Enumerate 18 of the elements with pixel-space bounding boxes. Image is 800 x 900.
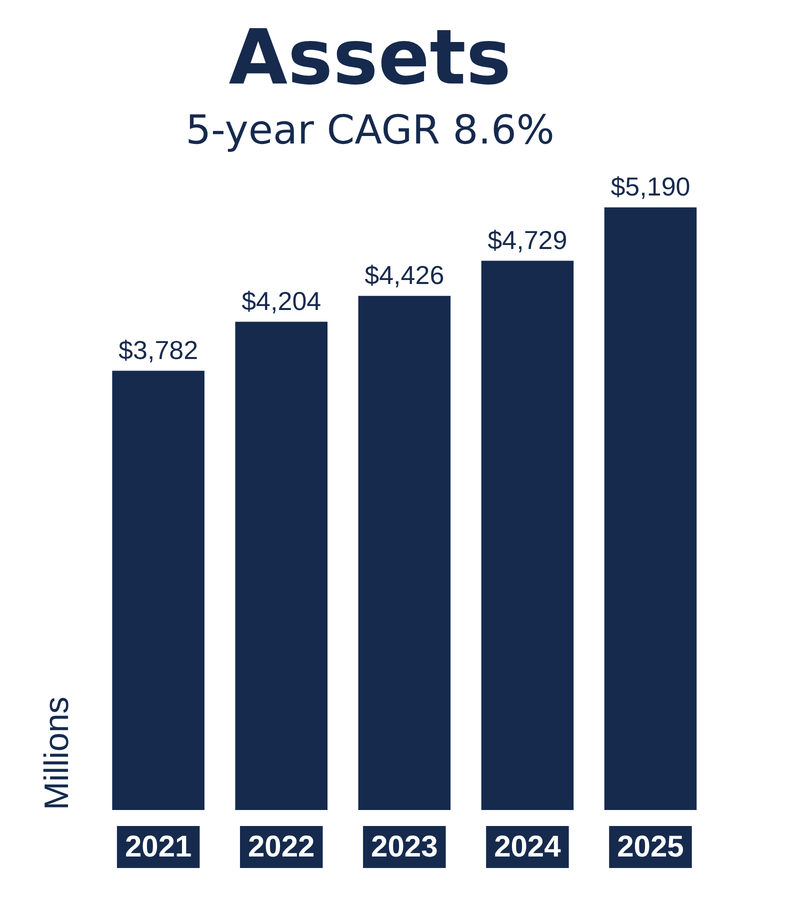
x-tick-label: 2024 bbox=[494, 830, 562, 864]
x-tick-label: 2025 bbox=[617, 830, 684, 864]
data-label: $4,204 bbox=[242, 286, 322, 316]
bar bbox=[481, 260, 574, 810]
chart-title: Assets bbox=[228, 12, 512, 102]
data-label: $4,729 bbox=[488, 224, 568, 255]
bar bbox=[358, 296, 451, 810]
data-label: $5,190 bbox=[610, 171, 690, 202]
x-tick-label: 2023 bbox=[371, 830, 438, 864]
bar bbox=[604, 207, 697, 810]
data-label: $3,782 bbox=[118, 334, 198, 365]
y-axis-title: Millions bbox=[38, 696, 76, 810]
x-tick-label: 2022 bbox=[248, 830, 315, 864]
data-label: $4,426 bbox=[364, 260, 444, 290]
bar bbox=[112, 370, 204, 810]
chart-subtitle: 5-year CAGR 8.6% bbox=[186, 108, 554, 154]
x-tick-label: 2021 bbox=[124, 830, 192, 864]
bar bbox=[235, 322, 328, 810]
